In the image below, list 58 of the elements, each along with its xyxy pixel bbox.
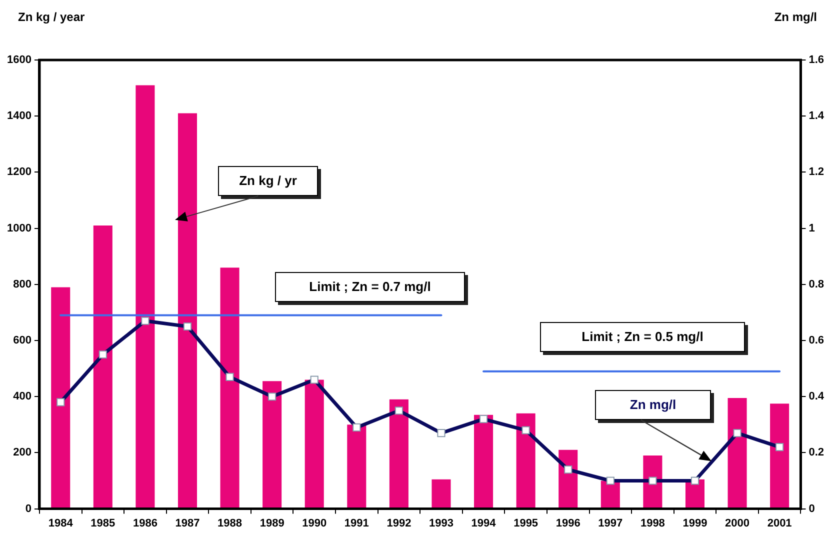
y-tick-label: 800 — [13, 278, 32, 290]
bar — [558, 450, 578, 508]
y-tick-label: 1000 — [6, 222, 32, 234]
y-tick-label: 0 — [25, 502, 32, 515]
x-tick-label: 1995 — [514, 517, 538, 530]
y2-tick-label: 0.6 — [808, 334, 824, 347]
y2-tick-label: 0.8 — [808, 278, 824, 290]
x-tick-label: 1987 — [175, 517, 200, 530]
bar — [389, 399, 408, 508]
bar — [51, 287, 70, 508]
x-tick-label: 1985 — [90, 517, 116, 530]
x-tick-label: 1991 — [344, 517, 369, 530]
series-label: Limit ; Zn = 0.7 mg/l — [309, 279, 431, 294]
x-tick-label: 1989 — [260, 517, 284, 530]
callout-box: Limit ; Zn = 0.7 mg/l — [275, 272, 465, 302]
bar — [220, 268, 240, 508]
bar — [770, 404, 790, 508]
bar — [136, 85, 155, 508]
y-axis-title: Zn kg / year — [18, 10, 85, 24]
y-tick-label: 1400 — [6, 110, 32, 122]
y2-tick-label: 1.4 — [808, 110, 825, 122]
x-tick-label: 1999 — [682, 517, 708, 530]
bar — [432, 479, 451, 508]
x-tick-label: 1994 — [471, 517, 497, 530]
callout-box: Zn kg / yr — [218, 166, 318, 196]
y2-tick-label: 1.2 — [808, 166, 824, 178]
y-tick-label: 1600 — [6, 54, 32, 66]
bar — [262, 381, 282, 508]
callout-box: Zn mg/l — [595, 390, 711, 420]
x-tick-label: 1997 — [598, 517, 623, 530]
x-tick-label: 1998 — [640, 517, 665, 530]
bar — [643, 456, 662, 508]
y2-tick-label: 1 — [808, 222, 815, 234]
x-tick-label: 2000 — [725, 517, 750, 530]
y2-tick-label: 0.4 — [808, 390, 825, 403]
x-tick-label: 1988 — [218, 517, 242, 530]
x-tick-label: 1993 — [428, 517, 454, 530]
y2-tick-label: 0.2 — [808, 446, 824, 459]
y2-tick-label: 1.6 — [808, 54, 824, 66]
bar — [474, 414, 494, 508]
y2-tick-label: 0 — [808, 502, 815, 515]
bar — [728, 398, 747, 508]
x-tick-label: 1984 — [48, 517, 74, 530]
x-tick-label: 2001 — [767, 517, 792, 530]
x-tick-label: 1992 — [386, 517, 412, 530]
y2-axis-title: Zn mg/l — [774, 10, 817, 24]
bar — [304, 380, 324, 508]
x-tick-label: 1986 — [132, 517, 158, 530]
bar — [516, 413, 536, 508]
y-tick-label: 1200 — [6, 166, 32, 178]
y-tick-label: 200 — [13, 446, 32, 459]
y-tick-label: 400 — [13, 390, 32, 403]
bar — [347, 424, 366, 508]
x-tick-label: 1996 — [556, 517, 580, 530]
x-tick-label: 1990 — [302, 517, 327, 530]
y-tick-label: 600 — [13, 334, 32, 347]
callout-box: Limit ; Zn = 0.5 mg/l — [540, 322, 745, 352]
bar — [93, 225, 112, 508]
